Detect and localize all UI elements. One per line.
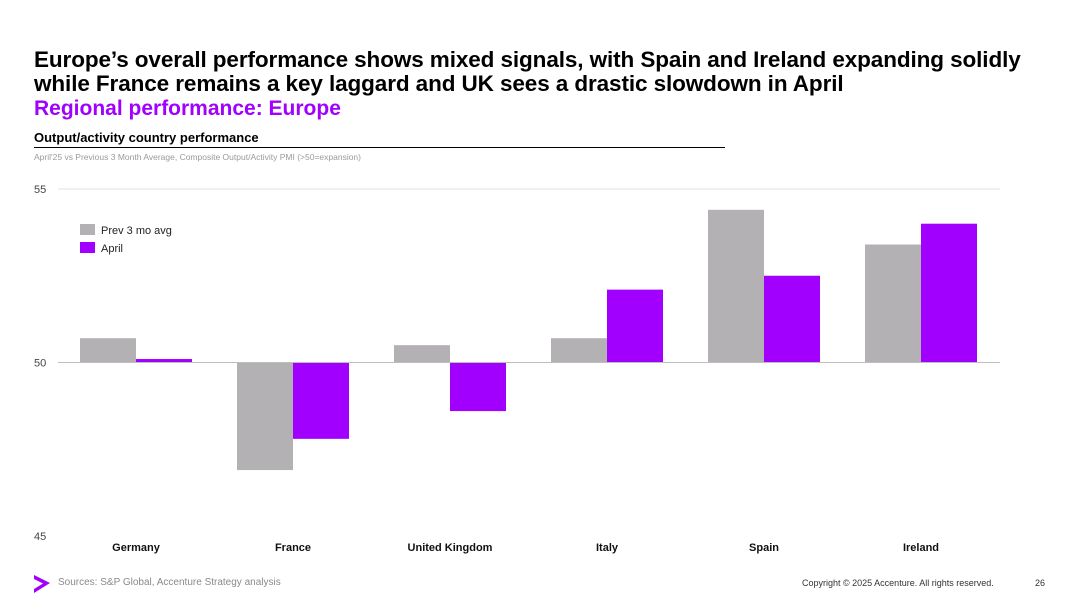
y-tick-label: 50: [34, 358, 46, 370]
y-tick-label: 55: [34, 184, 46, 196]
chart-title-rule: [34, 147, 725, 148]
x-tick-label: United Kingdom: [408, 542, 493, 554]
bar-chart: 45 50 55 Germany France United Kingdom Italy Sp…: [34, 184, 1000, 554]
x-tick-label: Spain: [749, 542, 779, 554]
bar-april: [921, 223, 977, 363]
chart-note: April'25 vs Previous 3 Month Average, Co…: [34, 152, 361, 162]
bar-april: [136, 359, 192, 363]
x-tick-label: Ireland: [903, 542, 939, 554]
bar-april: [764, 275, 820, 363]
legend-label: April: [101, 243, 123, 255]
bar-april: [607, 289, 663, 363]
accenture-logo-icon: [34, 575, 50, 593]
footer-source: Sources: S&P Global, Accenture Strategy …: [58, 577, 281, 588]
bar-prev: [394, 345, 450, 363]
chart-title: Output/activity country performance: [34, 130, 259, 145]
bar-prev: [237, 362, 293, 471]
x-tick-label: France: [275, 542, 311, 554]
legend-label: Prev 3 mo avg: [101, 225, 172, 237]
x-tick-label: Italy: [596, 542, 619, 554]
bar-prev: [865, 244, 921, 363]
slide-subtitle: Regional performance: Europe: [34, 97, 341, 120]
page-number: 26: [1035, 578, 1046, 588]
bar-april: [293, 362, 349, 439]
bar-prev: [551, 338, 607, 363]
y-tick-label: 45: [34, 531, 46, 543]
slide-headline: Europe’s overall performance shows mixed…: [34, 47, 1021, 96]
legend-swatch: [80, 224, 95, 235]
bar-prev: [708, 209, 764, 363]
x-tick-label: Germany: [112, 542, 161, 554]
legend-swatch: [80, 242, 95, 253]
footer-copyright: Copyright © 2025 Accenture. All rights r…: [802, 578, 994, 588]
bar-prev: [80, 338, 136, 363]
bar-april: [450, 362, 506, 412]
